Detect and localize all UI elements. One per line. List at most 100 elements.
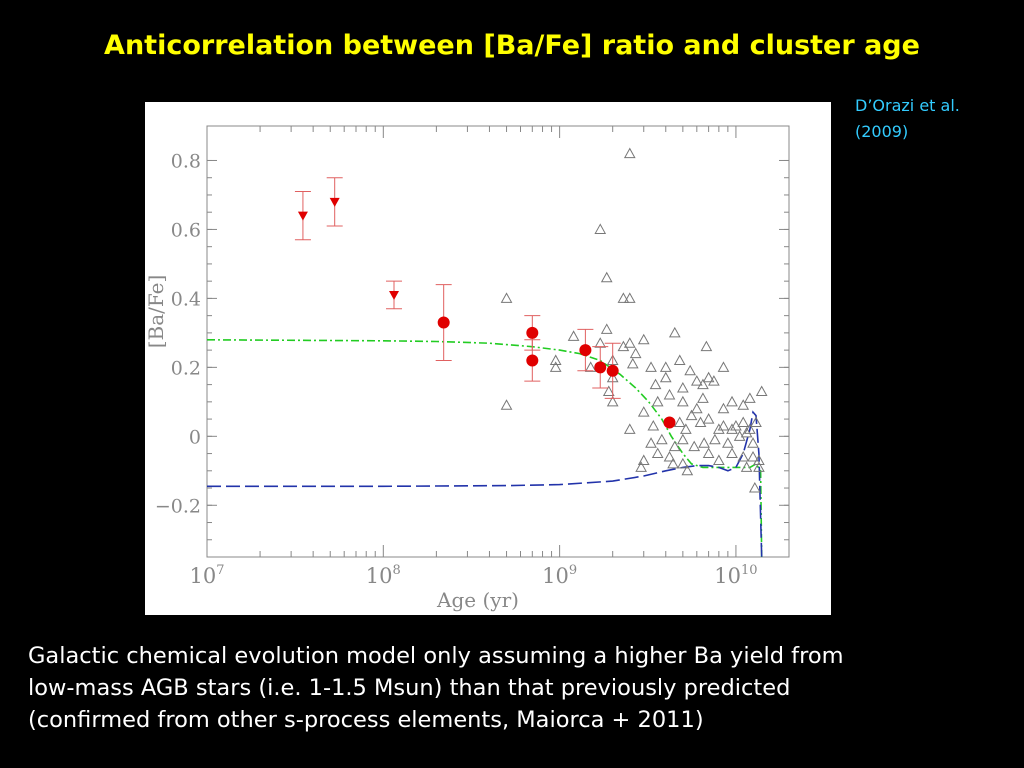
red-circle-point xyxy=(579,344,592,357)
open-triangle-point xyxy=(677,457,689,469)
red-circle-point xyxy=(526,326,539,339)
x-tick-exponent: 10 xyxy=(741,563,758,578)
open-triangle-point xyxy=(753,454,765,465)
x-tick-exponent: 9 xyxy=(569,563,577,578)
red-circle-point xyxy=(606,364,619,377)
x-tick-label: 109 xyxy=(542,563,577,588)
open-triangle-point xyxy=(623,147,636,159)
open-triangle-point xyxy=(702,413,715,424)
open-triangle-point xyxy=(747,437,759,448)
open-triangle-point xyxy=(637,454,650,465)
y-axis-label: [Ba/Fe] xyxy=(145,275,168,349)
x-tick-label: 107 xyxy=(189,563,224,588)
open-triangle-point xyxy=(500,399,513,410)
open-triangle-point xyxy=(667,457,679,469)
red-triangle-point xyxy=(389,290,400,300)
open-triangle-point xyxy=(726,447,738,459)
open-triangle-point xyxy=(697,392,709,403)
open-triangle-point xyxy=(685,409,698,421)
open-triangle-point xyxy=(690,402,703,414)
x-tick-exponent: 8 xyxy=(393,563,401,578)
open-triangle-point xyxy=(740,426,753,438)
open-triangle-point xyxy=(688,440,701,452)
open-triangle-point xyxy=(753,461,765,472)
red-circle-point xyxy=(526,354,539,367)
open-triangle-point xyxy=(623,292,636,303)
open-triangle-point xyxy=(659,371,672,383)
open-triangle-point xyxy=(700,340,713,352)
open-triangle-point xyxy=(637,406,650,417)
open-triangle-point xyxy=(747,450,759,462)
open-triangle-point xyxy=(645,437,657,448)
open-triangle-point xyxy=(717,419,730,431)
open-triangle-point xyxy=(737,450,750,462)
open-triangle-point xyxy=(722,437,734,448)
open-triangle-point xyxy=(673,416,686,428)
caption: Galactic chemical evolution model only a… xyxy=(28,640,1008,736)
open-triangle-point xyxy=(645,361,657,372)
y-tick-label: 0.4 xyxy=(171,288,201,310)
open-triangle-point xyxy=(567,330,580,341)
open-triangle-point xyxy=(651,447,664,459)
open-triangle-point xyxy=(677,433,689,445)
red-circle-point xyxy=(594,361,607,374)
open-triangle-point xyxy=(659,361,672,372)
open-triangle-point xyxy=(594,223,607,234)
open-triangle-point xyxy=(668,326,681,338)
red-circle-point xyxy=(663,416,676,429)
red-triangle-point xyxy=(297,211,308,221)
x-tick-exponent: 7 xyxy=(216,563,224,578)
open-triangle-point xyxy=(600,323,613,334)
blue-model-curve xyxy=(207,410,763,558)
open-triangle-point xyxy=(626,357,639,369)
open-triangle-point xyxy=(744,392,756,403)
plot-frame xyxy=(206,125,790,558)
open-triangle-point xyxy=(677,382,689,393)
open-triangle-point xyxy=(594,337,607,348)
chart-panel: 0.8 0.6 0.4 0.2 0 −0.2 107 108 109 1010 Age (yr) [B… xyxy=(145,102,831,615)
open-triangle-point xyxy=(600,271,613,283)
open-triangle-point xyxy=(750,416,762,428)
open-triangle-point xyxy=(681,464,694,476)
open-triangle-point xyxy=(623,337,636,348)
x-tick-base: 10 xyxy=(542,564,569,588)
open-triangle-point xyxy=(697,378,709,390)
open-triangle-point xyxy=(500,292,513,303)
y-tick-label: 0.2 xyxy=(171,357,201,379)
open-triangle-point xyxy=(737,399,750,410)
open-triangle-point xyxy=(617,292,630,303)
open-triangle-point xyxy=(647,419,660,431)
open-triangle-point xyxy=(748,482,761,493)
open-triangle-point xyxy=(663,450,676,462)
slide-title: Anticorrelation between [Ba/Fe] ratio an… xyxy=(104,30,920,61)
open-triangle-point xyxy=(698,437,710,448)
open-triangle-point xyxy=(755,385,768,396)
red-circle-point xyxy=(437,316,450,329)
open-triangle-point xyxy=(606,395,619,407)
open-triangle-point xyxy=(680,423,692,434)
open-triangle-point xyxy=(655,433,668,445)
caption-line-2: low-mass AGB stars (i.e. 1-1.5 Msun) tha… xyxy=(28,675,791,701)
citation-year: (2009) xyxy=(855,122,909,141)
open-triangle-point xyxy=(663,388,676,400)
caption-line-1: Galactic chemical evolution model only a… xyxy=(28,643,844,669)
open-triangle-point xyxy=(668,440,681,452)
y-tick-label: 0 xyxy=(189,426,201,448)
open-triangle-point xyxy=(584,361,597,372)
open-triangle-point xyxy=(702,447,715,459)
open-triangle-point xyxy=(549,354,562,365)
open-triangle-point xyxy=(708,375,720,386)
x-tick-base: 10 xyxy=(366,564,393,588)
open-triangle-point xyxy=(635,461,647,472)
open-triangle-point xyxy=(740,461,753,472)
open-triangle-point xyxy=(717,361,730,372)
open-triangle-point xyxy=(649,378,662,390)
x-tick-label: 108 xyxy=(366,563,401,588)
open-triangle-point xyxy=(709,433,721,445)
open-triangle-point xyxy=(690,375,703,386)
red-triangle-point xyxy=(329,197,340,207)
open-triangle-point xyxy=(726,423,738,434)
open-triangle-point xyxy=(629,347,642,359)
x-tick-label: 1010 xyxy=(714,563,757,588)
